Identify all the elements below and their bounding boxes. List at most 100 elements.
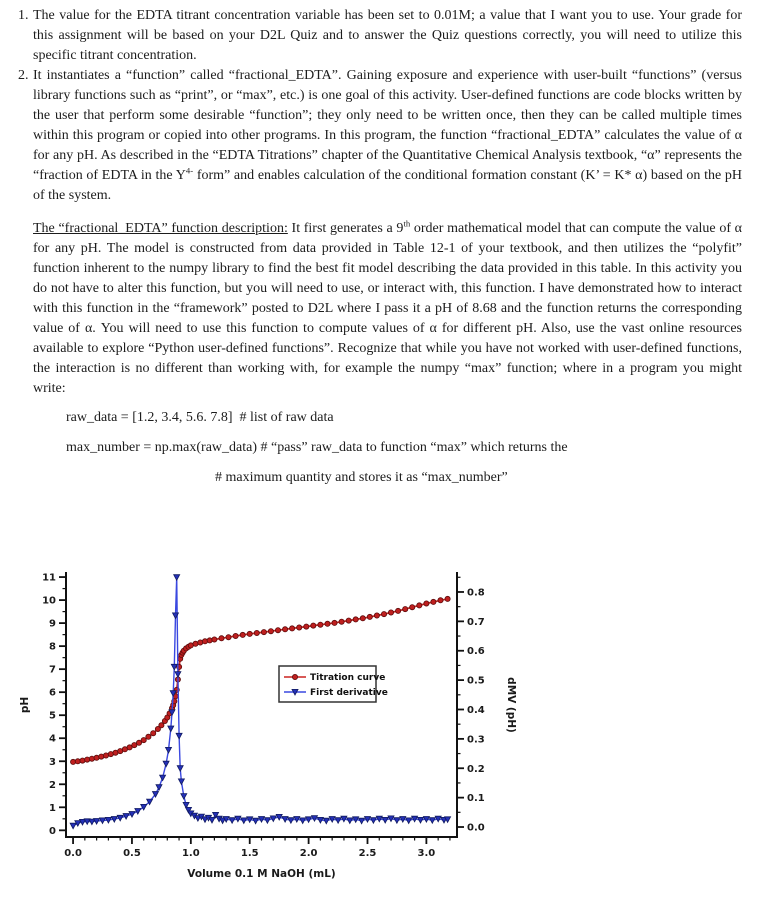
titration-figure: 0.0 0.5 1.0 1.5 2.0 2.5 3.0 0 1 2 3 4 5 6 7 8 9 10 11 0.0 0.… <box>8 560 553 912</box>
data-point-circle <box>303 623 310 630</box>
data-point-triangle <box>287 817 295 825</box>
data-point-triangle <box>299 817 307 825</box>
data-point-triangle <box>74 820 82 828</box>
y-left-tick-label: 7 <box>49 665 56 676</box>
data-point-triangle <box>322 817 330 825</box>
y-left-tick-label: 0 <box>49 826 56 837</box>
data-point-triangle <box>218 817 227 825</box>
y-left-tick-label: 1 <box>49 803 56 814</box>
data-point-triangle <box>434 815 442 823</box>
data-point-triangle <box>182 802 190 809</box>
data-point-triangle <box>208 817 216 824</box>
data-point-circle <box>416 602 423 609</box>
data-point-triangle <box>381 817 389 824</box>
data-point-circle <box>225 634 232 641</box>
function-description-text: It first generates a 9 <box>287 221 404 236</box>
list-item-2: 2. It instantiates a “function” called “… <box>0 66 760 206</box>
y-right-tick-label: 0.0 <box>467 823 485 834</box>
data-point-circle <box>402 606 409 613</box>
y-left-tick-label: 8 <box>49 642 56 653</box>
data-point-circle <box>324 620 331 627</box>
data-point-triangle <box>399 816 407 823</box>
x-tick-label: 2.0 <box>300 848 318 859</box>
titration-chart-svg: 0.0 0.5 1.0 1.5 2.0 2.5 3.0 0 1 2 3 4 5 6 7 8 9 10 11 0.0 0.… <box>19 572 517 880</box>
data-point-circle <box>145 733 152 740</box>
y-right-tick-label: 0.2 <box>467 764 485 775</box>
y-right-tick-label: 0.7 <box>467 617 485 628</box>
data-point-circle <box>317 621 324 628</box>
data-point-circle <box>359 615 366 622</box>
data-point-triangle <box>281 816 289 823</box>
data-point-triangle <box>145 798 154 806</box>
data-point-triangle <box>428 817 436 825</box>
data-point-triangle <box>201 816 209 824</box>
y-right-tick-label: 0.8 <box>467 587 485 598</box>
y-right-tick-label: 0.6 <box>467 646 485 657</box>
x-axis-label: Volume 0.1 M NaOH (mL) <box>187 868 335 880</box>
y-left-tick-label: 9 <box>49 619 56 630</box>
data-point-circle <box>260 629 267 636</box>
data-point-triangle <box>140 804 148 811</box>
data-point-triangle <box>405 817 413 825</box>
data-point-triangle <box>168 709 176 717</box>
data-point-triangle <box>134 808 142 815</box>
data-point-triangle <box>422 816 431 823</box>
data-point-circle <box>84 756 91 763</box>
data-point-triangle <box>240 817 248 825</box>
superscript-th: th <box>403 218 411 229</box>
data-point-triangle <box>291 689 299 696</box>
data-point-triangle <box>151 791 160 798</box>
x-tick-label: 3.0 <box>418 848 436 859</box>
data-point-triangle <box>177 778 186 786</box>
list-item-2-text: It instantiates a “function” called “fra… <box>33 68 742 183</box>
data-point-triangle <box>316 817 325 824</box>
data-point-triangle <box>310 815 319 823</box>
x-tick-label: 0.0 <box>64 848 82 859</box>
x-tick-label: 1.5 <box>241 848 259 859</box>
data-point-triangle <box>246 816 254 824</box>
function-description-paragraph: The “fractional_EDTA” function descripti… <box>33 219 742 399</box>
code-line-2: max_number = np.max(raw_data) # “pass” r… <box>66 440 568 455</box>
y-left-tick-label: 10 <box>42 596 56 607</box>
y-left-tick-label: 5 <box>49 711 56 722</box>
data-point-triangle <box>176 765 184 773</box>
data-point-circle <box>352 616 359 623</box>
data-point-circle <box>131 742 138 749</box>
data-point-triangle <box>122 813 130 820</box>
data-point-circle <box>158 722 165 729</box>
y-right-tick-label: 0.4 <box>467 705 485 716</box>
data-point-circle <box>154 725 161 732</box>
data-point-circle <box>345 617 352 624</box>
list-item-2-number: 2. <box>18 68 29 83</box>
data-point-triangle <box>162 760 170 768</box>
data-point-circle <box>140 737 147 744</box>
data-point-circle <box>232 633 239 640</box>
y-right-tick-label: 0.5 <box>467 676 485 687</box>
data-point-triangle <box>410 815 419 823</box>
y-left-tick-label: 11 <box>42 573 56 584</box>
data-point-triangle <box>222 816 230 823</box>
data-point-circle <box>444 595 451 602</box>
y-right-tick-label: 0.1 <box>467 793 485 804</box>
data-point-circle <box>239 631 246 638</box>
data-point-triangle <box>443 816 452 824</box>
list-item-2-text-end: form” and enables calculation of the con… <box>33 168 743 203</box>
legend-box <box>278 665 377 703</box>
data-point-triangle <box>128 811 136 818</box>
titration-curve-series <box>72 598 448 763</box>
data-point-triangle <box>346 817 354 825</box>
data-point-triangle <box>194 815 202 823</box>
data-point-triangle <box>340 815 348 823</box>
data-point-triangle <box>167 725 175 733</box>
data-point-triangle <box>173 574 181 582</box>
data-point-circle <box>291 674 298 681</box>
data-point-circle <box>423 600 430 607</box>
y-axis-label-right: dMV (pH) <box>505 677 517 733</box>
list-item-1: 1. The value for the EDTA titrant concen… <box>0 6 760 66</box>
document-body: 1. The value for the EDTA titrant concen… <box>0 6 760 485</box>
data-point-circle <box>437 597 444 604</box>
superscript-y4: 4- <box>185 165 194 176</box>
data-point-circle <box>366 613 373 620</box>
data-point-triangle <box>228 817 236 825</box>
